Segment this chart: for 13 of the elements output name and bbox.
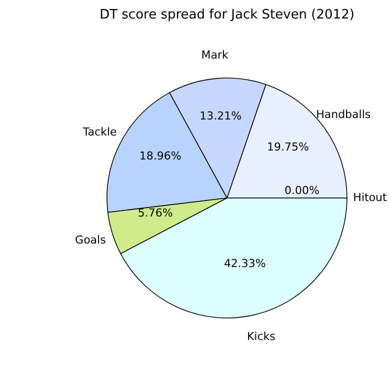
slice-label: Handballs <box>316 108 371 121</box>
slice-label: Kicks <box>246 330 276 343</box>
category-label: Hitout <box>353 191 387 204</box>
slice-label: Tackle <box>82 126 118 139</box>
data-label: 18.96% <box>139 150 182 163</box>
slice-label: Goals <box>75 233 106 246</box>
data-label: 19.75% <box>267 140 309 154</box>
chart-title: DT score spread for Jack Steven (2012) <box>100 8 354 23</box>
text: 0.00% <box>284 184 320 197</box>
slice-label: Mark <box>201 48 230 62</box>
data-label: 42.33% <box>224 256 266 270</box>
data-label: 5.76% <box>138 206 173 220</box>
data-label: 13.21% <box>200 109 242 122</box>
